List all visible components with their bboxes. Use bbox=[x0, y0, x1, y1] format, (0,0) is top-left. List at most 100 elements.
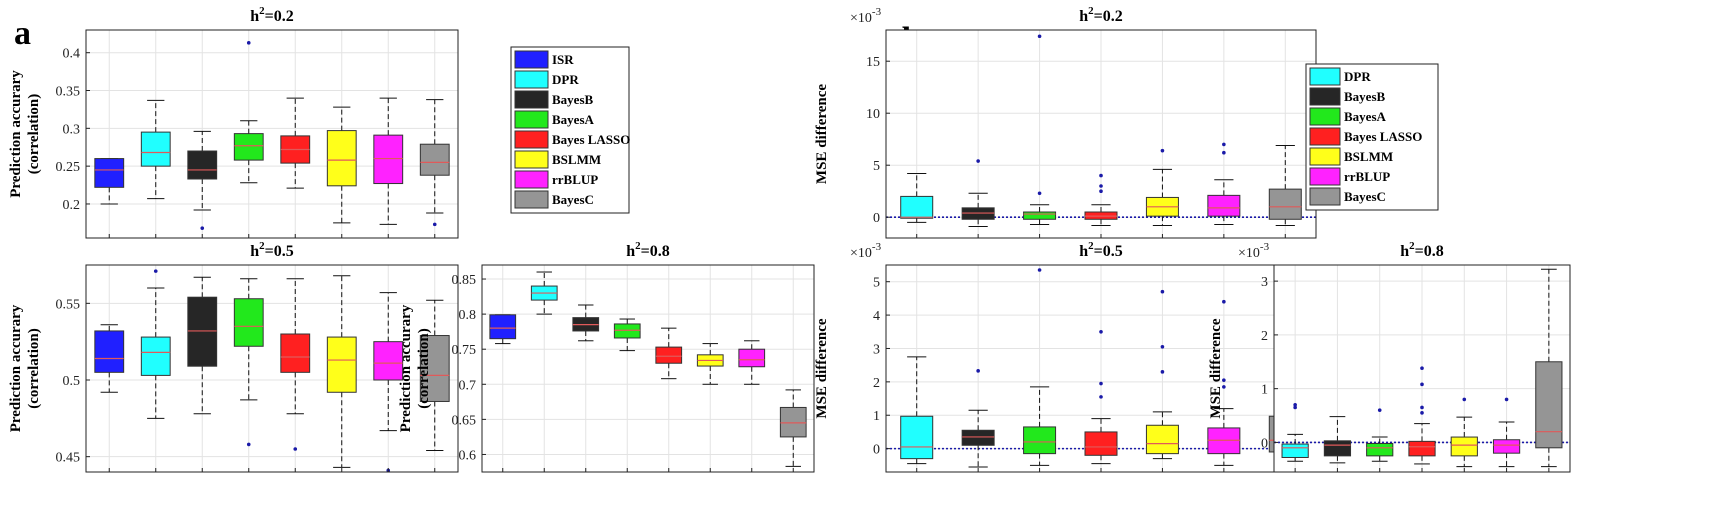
outlier-point bbox=[1160, 289, 1165, 294]
legend-entry-label: Bayes LASSO bbox=[552, 132, 630, 147]
legend-entry-label: Bayes LASSO bbox=[1344, 129, 1422, 144]
y-tick-label: 4 bbox=[873, 309, 880, 324]
title-rest: =0.2 bbox=[265, 8, 294, 25]
box-bayesc bbox=[1268, 144, 1302, 227]
title-base: h bbox=[626, 243, 635, 260]
box-iqr bbox=[1450, 436, 1478, 457]
y-tick-label: 0.45 bbox=[56, 451, 81, 466]
outlier-point bbox=[200, 226, 205, 230]
box-dpr bbox=[900, 356, 934, 465]
panel-a-letter: a bbox=[14, 15, 31, 52]
y-tick-label: 0 bbox=[1261, 436, 1268, 451]
legend-swatch bbox=[1309, 107, 1341, 126]
box-iqr bbox=[1492, 439, 1521, 454]
box-iqr bbox=[1281, 443, 1309, 458]
chart-title: h2=0.2 bbox=[250, 5, 294, 25]
box-iqr bbox=[280, 333, 311, 373]
legend-swatch bbox=[514, 50, 549, 69]
box-iqr bbox=[900, 195, 934, 219]
box-rrblup bbox=[1207, 299, 1241, 466]
y-tick-label: 0 bbox=[873, 211, 880, 226]
box-iqr bbox=[140, 336, 171, 376]
title-base: h bbox=[250, 243, 259, 260]
legend-swatch bbox=[1309, 67, 1341, 86]
box-rrblup bbox=[1492, 397, 1521, 468]
box-iqr bbox=[373, 134, 404, 185]
box-bayesc bbox=[779, 389, 807, 467]
outlier-point bbox=[1160, 344, 1165, 349]
y-tick-label: 0.75 bbox=[452, 343, 477, 358]
outlier-point bbox=[1462, 397, 1467, 402]
title-superscript: 2 bbox=[1088, 240, 1094, 252]
y-tick-label: 2 bbox=[873, 376, 880, 391]
box-iqr bbox=[326, 130, 357, 187]
outlier-point bbox=[1377, 408, 1382, 412]
box-iqr bbox=[900, 415, 934, 460]
title-superscript: 2 bbox=[1088, 5, 1094, 17]
outlier-point bbox=[1222, 378, 1226, 382]
y-tick-label: 0.3 bbox=[63, 122, 81, 137]
title-superscript: 2 bbox=[1409, 240, 1415, 252]
legend-swatch bbox=[514, 170, 549, 189]
title-rest: =0.2 bbox=[1094, 8, 1123, 25]
outlier-point bbox=[1222, 142, 1226, 147]
box-isr bbox=[94, 158, 125, 205]
legend-swatch bbox=[1309, 187, 1341, 206]
box-bslmm bbox=[326, 106, 357, 224]
legend-swatch bbox=[514, 90, 549, 109]
box-iqr bbox=[489, 314, 517, 340]
outlier-point bbox=[1037, 191, 1042, 196]
box-isr bbox=[94, 324, 125, 393]
box-iqr bbox=[1323, 440, 1352, 457]
box-isr bbox=[489, 314, 517, 345]
box-bayes-lasso bbox=[280, 278, 311, 451]
legend-swatch bbox=[1309, 147, 1341, 166]
outlier-point bbox=[1160, 370, 1165, 374]
legends-layer: ISR DPR BayesB BayesA Bayes LASSO BSLMM rrBLUP… bbox=[510, 46, 1439, 214]
y-tick-label: 0.65 bbox=[452, 413, 477, 428]
title-base: h bbox=[1079, 8, 1088, 25]
y-exponent-label: ×10-3 bbox=[850, 241, 882, 261]
box-iqr bbox=[326, 336, 357, 393]
box-bayesc bbox=[419, 299, 450, 452]
box-iqr bbox=[419, 335, 450, 402]
legend-swatch bbox=[514, 130, 549, 149]
box-bayes-lasso bbox=[1084, 329, 1118, 465]
box-bslmm bbox=[1450, 397, 1478, 468]
box-iqr bbox=[1084, 431, 1118, 456]
box-rrblup bbox=[373, 292, 404, 473]
box-iqr bbox=[94, 158, 125, 188]
outlier-point bbox=[1293, 402, 1297, 407]
chart-title: h2=0.2 bbox=[1079, 5, 1123, 25]
y-tick-label: 5 bbox=[873, 276, 880, 291]
box-bayesb bbox=[187, 276, 218, 415]
box-iqr bbox=[140, 131, 171, 167]
outlier-point bbox=[1420, 366, 1424, 371]
y-tick-label: 0 bbox=[873, 443, 880, 458]
box-dpr bbox=[1281, 402, 1309, 462]
outlier-point bbox=[1099, 173, 1103, 178]
legend-entry-label: DPR bbox=[1344, 69, 1371, 84]
outlier-point bbox=[1037, 34, 1042, 39]
legend-a: ISR DPR BayesB BayesA Bayes LASSO BSLMM rrBLUP… bbox=[510, 46, 630, 214]
legend-swatch bbox=[1309, 127, 1341, 146]
plot-frame bbox=[85, 29, 459, 239]
box-iqr bbox=[1366, 443, 1394, 457]
outlier-point bbox=[432, 222, 437, 227]
chart-b-h02: 0 5 10 15 ×10-3 h2=0.2 MSE difference bbox=[814, 5, 1317, 239]
box-bayesa bbox=[233, 41, 264, 184]
box-iqr bbox=[1535, 361, 1563, 449]
box-bayesa bbox=[1023, 34, 1057, 225]
title-base: h bbox=[250, 8, 259, 25]
box-dpr bbox=[530, 271, 558, 315]
box-rrblup bbox=[738, 340, 766, 385]
box-iqr bbox=[233, 133, 264, 161]
y-tick-label: 1 bbox=[1261, 383, 1268, 398]
outlier-point bbox=[293, 447, 298, 451]
box-bslmm bbox=[1145, 148, 1179, 227]
legend-entry-label: DPR bbox=[552, 72, 579, 87]
box-dpr bbox=[140, 99, 171, 200]
box-iqr bbox=[655, 346, 683, 364]
